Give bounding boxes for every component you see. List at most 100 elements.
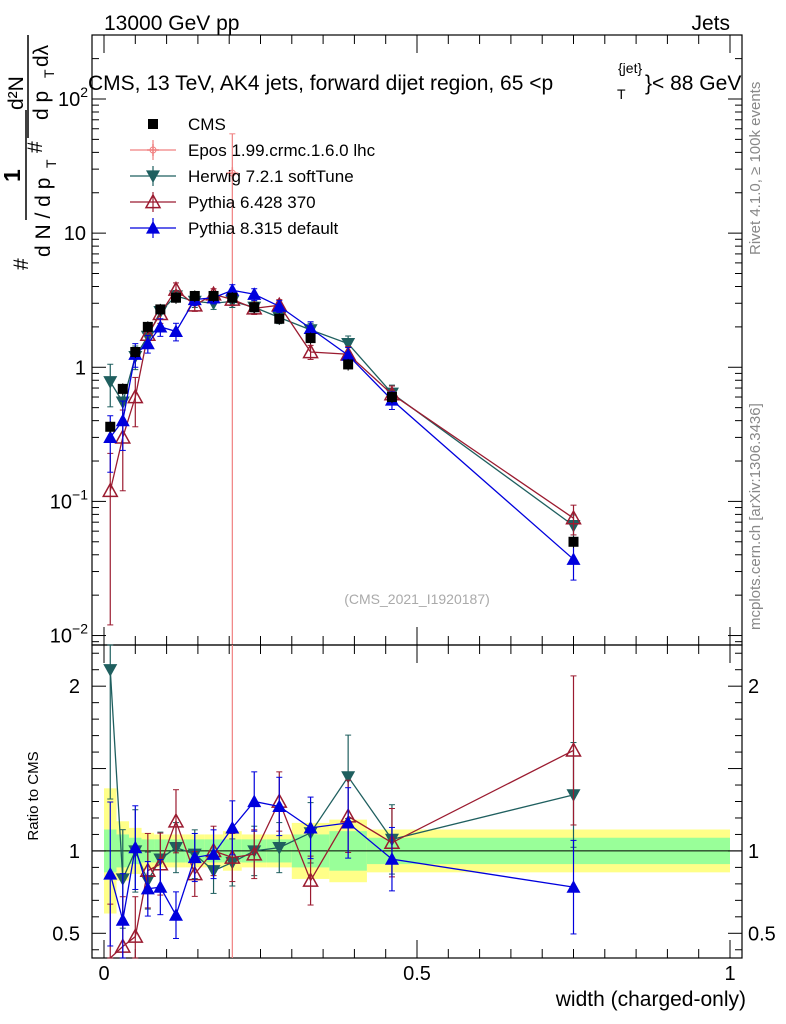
ratio-point xyxy=(225,820,240,834)
ratio-point xyxy=(140,881,155,895)
series-line xyxy=(109,295,574,527)
ratio-y-tick-label: 0.5 xyxy=(52,923,80,945)
data-point xyxy=(565,509,582,525)
ratio-point xyxy=(272,842,287,855)
cms-point xyxy=(117,383,128,394)
cms-point xyxy=(568,536,579,547)
data-point xyxy=(140,336,155,350)
legend-marker xyxy=(148,119,158,129)
ratio-point xyxy=(341,771,356,784)
legend-label: Herwig 7.2.1 softTune xyxy=(188,167,354,186)
ratio-y-tick-label: 1 xyxy=(69,841,80,863)
ratio-point xyxy=(103,866,118,880)
ylabel-dp-T: T xyxy=(41,69,57,78)
data-point xyxy=(127,388,144,404)
ratio-frame xyxy=(91,644,743,959)
ratio-series-1 xyxy=(103,644,581,929)
ratio-point xyxy=(247,794,262,808)
series-line xyxy=(109,289,574,560)
ratio-point xyxy=(167,812,185,828)
legend-label: CMS xyxy=(188,115,226,134)
ratio-point xyxy=(566,880,581,893)
ratio-y-tick-label: 2 xyxy=(69,676,80,698)
ratio-point xyxy=(272,799,287,813)
ratio-y-tick-label-right: 0.5 xyxy=(748,923,776,945)
data-point xyxy=(115,413,130,427)
ylabel-dp: d p xyxy=(30,91,53,120)
legend-marker xyxy=(146,170,160,183)
data-point xyxy=(272,299,287,312)
legend-marker xyxy=(146,221,160,234)
x-tick-label: 0.5 xyxy=(403,963,431,985)
legend-label: Epos 1.99.crmc.1.6.0 lhc xyxy=(188,141,376,160)
legend: CMS Epos 1.99.crmc.1.6.0 lhc Herwig 7.2.1 … xyxy=(130,115,376,238)
legend-marker xyxy=(144,193,162,209)
ylabel-den-T: T xyxy=(43,159,59,168)
cms-point xyxy=(130,346,141,357)
legend-label: Pythia 6.428 370 xyxy=(188,193,316,212)
data-point xyxy=(168,324,183,338)
data-point xyxy=(228,169,236,177)
ratio-point xyxy=(303,820,318,834)
ylabel-den: d N / d p xyxy=(32,178,55,257)
cms-point xyxy=(227,292,238,303)
ratio-point xyxy=(153,880,168,893)
ratio-point xyxy=(127,928,144,943)
y-tick-label: 10−1 xyxy=(50,486,88,513)
ratio-point xyxy=(115,913,130,926)
ratio-ylabel: Ratio to CMS xyxy=(25,751,42,840)
watermark: (CMS_2021_I1920187) xyxy=(344,591,490,607)
cms-point xyxy=(105,421,116,432)
x-tick-label: 0 xyxy=(98,963,109,985)
cms-point xyxy=(142,321,153,332)
ratio-point xyxy=(103,664,118,677)
ratio-point xyxy=(302,872,319,887)
main-panel: 10−2 10−1 1 10 102 xyxy=(50,34,743,958)
ratio-point xyxy=(224,848,241,864)
ratio-y-tick-label-right: 1 xyxy=(748,841,759,863)
ratio-point xyxy=(128,840,143,854)
ratio-series-3 xyxy=(103,771,581,959)
data-point xyxy=(566,552,581,565)
title-sub: T xyxy=(617,86,626,102)
cms-point xyxy=(343,359,354,370)
ratio-point xyxy=(341,815,356,829)
ylabel-one: 1 xyxy=(0,169,25,182)
chart-title: CMS, 13 TeV, AK4 jets, forward dijet reg… xyxy=(88,60,741,102)
legend-label: Pythia 8.315 default xyxy=(188,219,339,238)
ylabel-dlambda: dλ xyxy=(30,44,53,67)
ratio-point xyxy=(565,741,582,757)
ratio-y-tick-label-right: 2 xyxy=(748,676,759,698)
ratio-point xyxy=(245,845,263,861)
ylabel-d2N: d²N xyxy=(5,76,28,110)
y-tick-label: 10 xyxy=(64,223,86,245)
series-3 xyxy=(103,283,581,581)
ratio-point xyxy=(187,850,202,864)
header-left: 13000 GeV pp xyxy=(104,12,239,35)
data-point xyxy=(101,482,119,498)
x-tick-label: 1 xyxy=(724,963,735,985)
y-tick-label: 102 xyxy=(58,84,88,111)
ylabel-hash: # xyxy=(10,258,33,270)
data-point xyxy=(153,319,168,333)
data-point xyxy=(103,376,118,389)
cms-point xyxy=(386,392,397,403)
ratio-point xyxy=(384,852,399,865)
x-axis-label: width (charged-only) xyxy=(555,988,746,1011)
cms-point xyxy=(170,292,181,303)
header-right: Jets xyxy=(691,12,730,35)
y-tick-label: 1 xyxy=(75,357,86,379)
cms-point xyxy=(249,302,260,313)
data-point xyxy=(247,287,262,300)
cms-point xyxy=(274,313,285,324)
cms-point xyxy=(155,304,166,315)
y-tick-label: 10−2 xyxy=(50,621,88,648)
data-point xyxy=(341,338,356,351)
title-main: CMS, 13 TeV, AK4 jets, forward dijet reg… xyxy=(88,72,553,95)
ratio-panel: 0.5 0.5 1 1 2 2 0 0.5 1 xyxy=(52,644,776,985)
rivet-label: Rivet 4.1.0, ≥ 100k events xyxy=(747,82,764,255)
cms-point xyxy=(305,333,316,344)
cms-point xyxy=(208,290,219,301)
ratio-point xyxy=(168,908,183,921)
